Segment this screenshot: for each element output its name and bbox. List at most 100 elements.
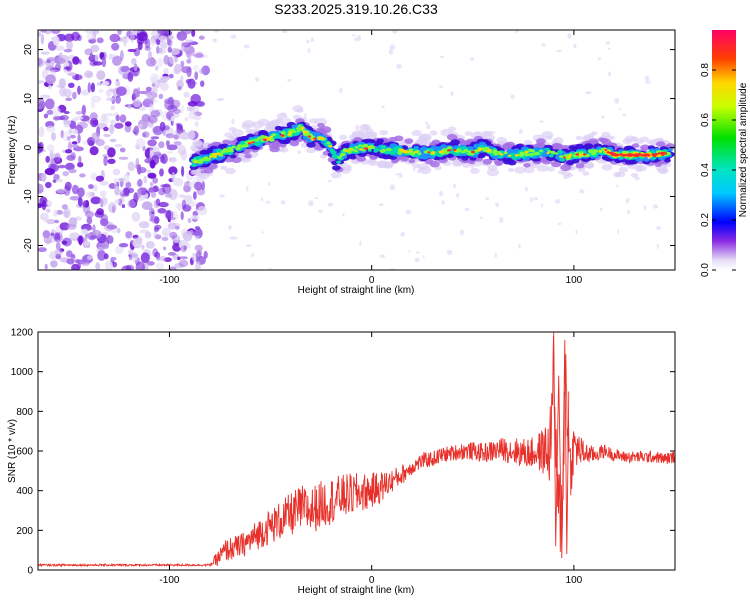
noise-speck bbox=[314, 196, 319, 200]
noise-blob bbox=[84, 240, 90, 247]
noise-blob bbox=[110, 119, 116, 124]
noise-blob bbox=[165, 133, 175, 139]
noise-blob bbox=[115, 114, 120, 122]
ridge-blob bbox=[349, 147, 353, 150]
ridge-blob bbox=[373, 147, 379, 151]
ridge-blob bbox=[431, 139, 441, 146]
ridge-blob bbox=[524, 153, 530, 157]
ridge-blob bbox=[464, 131, 473, 137]
noise-speck bbox=[494, 252, 497, 258]
noise-speck bbox=[579, 189, 585, 194]
ridge-blob bbox=[266, 137, 271, 141]
noise-blob bbox=[40, 215, 48, 220]
noise-blob bbox=[119, 37, 130, 43]
noise-blob bbox=[154, 224, 162, 230]
noise-blob bbox=[68, 127, 73, 135]
ridge-blob bbox=[337, 156, 342, 159]
noise-speck bbox=[219, 194, 225, 198]
noise-blob bbox=[86, 72, 94, 78]
noise-blob bbox=[67, 72, 77, 76]
noise-speck bbox=[518, 243, 521, 249]
ridge-blob bbox=[383, 161, 394, 168]
colorbar-tick-label: 0.6 bbox=[700, 113, 711, 127]
noise-speck bbox=[634, 176, 640, 181]
noise-blob bbox=[150, 109, 161, 118]
noise-speck bbox=[378, 203, 384, 206]
ridge-blob bbox=[220, 150, 226, 154]
noise-speck bbox=[255, 77, 260, 82]
noise-blob bbox=[114, 245, 124, 255]
noise-blob bbox=[194, 181, 203, 191]
ridge-blob bbox=[212, 152, 217, 156]
noise-blob bbox=[68, 168, 77, 174]
ridge-blob bbox=[251, 139, 255, 142]
noise-blob bbox=[86, 191, 93, 199]
noise-speck bbox=[539, 120, 544, 123]
ridge-blob bbox=[358, 148, 363, 151]
ridge-blob bbox=[552, 143, 560, 148]
noise-blob bbox=[89, 52, 93, 59]
ridge-blob bbox=[498, 154, 504, 159]
noise-speck bbox=[524, 187, 529, 192]
ridge-blob bbox=[503, 151, 508, 155]
ridge-blob bbox=[386, 154, 394, 160]
noise-speck bbox=[339, 87, 343, 93]
noise-blob bbox=[105, 89, 112, 97]
noise-blob bbox=[95, 175, 104, 182]
ridge-blob bbox=[468, 150, 473, 154]
noise-speck bbox=[518, 128, 523, 134]
noise-speck bbox=[426, 123, 431, 130]
noise-blob bbox=[186, 59, 192, 64]
noise-blob bbox=[45, 208, 51, 213]
ridge-blob bbox=[280, 134, 285, 137]
ridge-blob bbox=[330, 171, 342, 179]
noise-blob bbox=[160, 82, 169, 92]
ridge-blob bbox=[463, 149, 469, 153]
ridge-blob bbox=[619, 153, 624, 156]
noise-speck bbox=[541, 43, 546, 47]
noise-blob bbox=[75, 111, 83, 115]
ridge-blob bbox=[193, 141, 203, 147]
noise-blob bbox=[67, 136, 71, 141]
ridge-blob bbox=[446, 134, 458, 141]
ridge-blob bbox=[529, 153, 534, 157]
noise-blob bbox=[71, 184, 79, 195]
noise-blob bbox=[110, 105, 116, 111]
ridge-blob bbox=[636, 154, 640, 157]
noise-blob bbox=[70, 152, 76, 160]
ridge-blob bbox=[667, 148, 674, 152]
ridge-blob bbox=[427, 151, 431, 154]
noise-blob bbox=[108, 53, 118, 57]
noise-speck bbox=[310, 37, 315, 43]
noise-blob bbox=[183, 91, 190, 98]
ridge-blob bbox=[523, 139, 533, 146]
noise-blob bbox=[121, 265, 132, 270]
noise-blob bbox=[159, 41, 168, 50]
ridge-blob bbox=[245, 128, 254, 134]
noise-blob bbox=[44, 168, 55, 176]
noise-speck bbox=[260, 197, 264, 201]
noise-blob bbox=[72, 56, 80, 65]
noise-blob bbox=[169, 266, 177, 270]
noise-blob bbox=[173, 134, 179, 140]
noise-speck bbox=[307, 47, 311, 54]
ridge-blob bbox=[358, 144, 362, 147]
ridge-blob bbox=[414, 150, 418, 154]
noise-speck bbox=[557, 222, 562, 225]
ridge-blob bbox=[508, 167, 515, 172]
noise-speck bbox=[533, 196, 538, 201]
noise-blob bbox=[77, 162, 84, 168]
ridge-blob bbox=[574, 143, 585, 150]
noise-blob bbox=[77, 85, 81, 95]
noise-blob bbox=[45, 98, 55, 110]
noise-blob bbox=[177, 144, 187, 156]
noise-blob bbox=[132, 88, 139, 99]
ridge-blob bbox=[536, 138, 546, 145]
noise-blob bbox=[46, 125, 56, 133]
noise-blob bbox=[124, 124, 132, 133]
colorbar: 0.0 0.2 0.4 0.6 0.8 Normalized spectral ampl… bbox=[700, 30, 749, 277]
noise-blob bbox=[148, 187, 155, 193]
noise-blob bbox=[98, 88, 104, 94]
noise-blob bbox=[117, 30, 122, 35]
